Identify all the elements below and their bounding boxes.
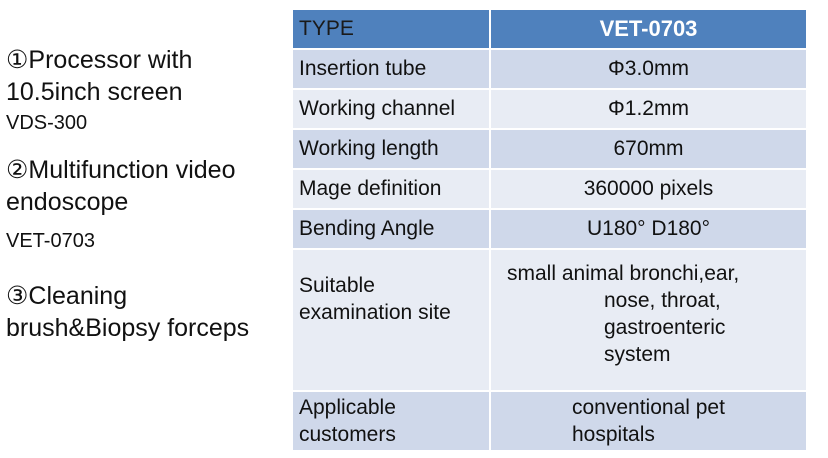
spec-label: Bending Angle <box>293 210 491 250</box>
spec-row-working-channel: Working channel Φ1.2mm <box>293 90 806 130</box>
spec-row-insertion-tube: Insertion tube Φ3.0mm <box>293 50 806 90</box>
component-title: ②Multifunction video endoscope <box>6 156 236 216</box>
spec-value-line: nose, throat, gastroenteric system <box>604 289 726 366</box>
spec-value: 670mm <box>491 130 806 170</box>
spec-row-working-length: Working length 670mm <box>293 130 806 170</box>
spec-row-bending-angle: Bending Angle U180° D180° <box>293 210 806 250</box>
spec-value-text: conventional pet hospitals <box>572 396 725 446</box>
spec-table: TYPE VET-0703 Insertion tube Φ3.0mm Work… <box>293 10 806 452</box>
component-item-processor: ①Processor with 10.5inch screen VDS-300 <box>6 44 286 136</box>
spec-header-model: VET-0703 <box>491 10 806 50</box>
component-item-endoscope: ②Multifunction video endoscope VET-0703 <box>6 154 286 254</box>
spec-value: small animal bronchi,ear, nose, throat, … <box>491 250 806 392</box>
spec-value: Φ3.0mm <box>491 50 806 90</box>
spec-value: Φ1.2mm <box>491 90 806 130</box>
spec-value: conventional pet hospitals <box>491 392 806 452</box>
spec-label: Working channel <box>293 90 491 130</box>
spec-row-definition: Mage definition 360000 pixels <box>293 170 806 210</box>
spec-label: Suitable examination site <box>293 250 491 392</box>
spec-row-examination-site: Suitable examination site small animal b… <box>293 250 806 392</box>
spec-value-line: small animal bronchi,ear, <box>507 262 740 285</box>
spec-label: Working length <box>293 130 491 170</box>
spec-value: 360000 pixels <box>491 170 806 210</box>
component-item-accessories: ③Cleaning brush&Biopsy forceps <box>6 280 286 344</box>
spec-row-customers: Applicable customers conventional pet ho… <box>293 392 806 452</box>
component-model: VDS-300 <box>6 112 88 134</box>
spec-header-row: TYPE VET-0703 <box>293 10 806 50</box>
spec-label: Mage definition <box>293 170 491 210</box>
spec-value: U180° D180° <box>491 210 806 250</box>
spec-label: Applicable customers <box>293 392 491 452</box>
component-model: VET-0703 <box>6 230 95 252</box>
spec-label: Insertion tube <box>293 50 491 90</box>
component-title: ①Processor with 10.5inch screen <box>6 46 193 106</box>
spec-header-label: TYPE <box>293 10 491 50</box>
component-title: ③Cleaning brush&Biopsy forceps <box>6 282 250 342</box>
